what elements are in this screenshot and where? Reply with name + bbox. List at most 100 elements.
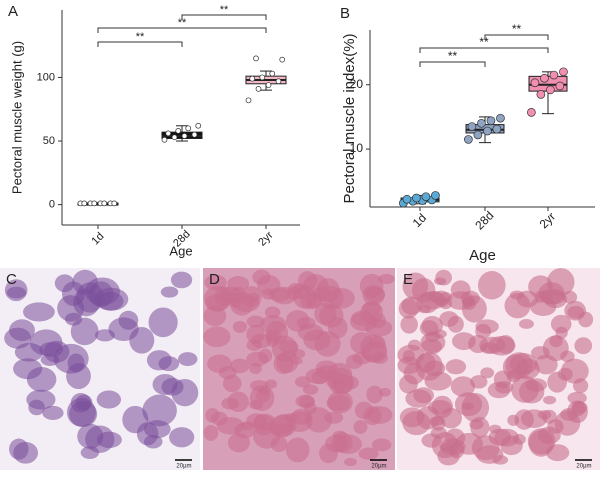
tissue-cell bbox=[439, 443, 453, 451]
data-point bbox=[161, 136, 168, 143]
data-point bbox=[181, 133, 188, 139]
tissue-cell bbox=[279, 340, 299, 354]
data-point bbox=[421, 192, 431, 202]
tissue-cell bbox=[96, 431, 122, 448]
scale-bar-label: 20µm bbox=[576, 464, 591, 470]
tissue-cell bbox=[400, 315, 418, 334]
tissue-cell bbox=[427, 400, 452, 415]
tissue-cell bbox=[480, 342, 499, 354]
tissue-cell bbox=[537, 426, 561, 444]
data-point bbox=[165, 130, 172, 137]
tissue-cell bbox=[371, 352, 389, 364]
tissue-cell bbox=[253, 414, 275, 436]
tissue-cell bbox=[450, 376, 476, 397]
x-axis-label: Age bbox=[469, 247, 496, 264]
significance-label: ** bbox=[448, 49, 458, 63]
data-point bbox=[191, 131, 198, 138]
tissue-cell bbox=[177, 352, 198, 367]
data-point bbox=[431, 191, 440, 200]
tissue-cell bbox=[77, 423, 104, 449]
tissue-cell bbox=[26, 389, 56, 410]
tissue-cell bbox=[94, 329, 115, 342]
data-point bbox=[171, 134, 178, 141]
tissue-cell bbox=[416, 292, 439, 314]
y-tick-label: 50 bbox=[43, 135, 55, 147]
tissue-cell bbox=[360, 301, 384, 324]
tissue-cell bbox=[169, 427, 195, 448]
y-axis-label: Pectoral muscle index(%) bbox=[341, 33, 358, 203]
tissue-cell bbox=[122, 405, 149, 434]
tissue-cell bbox=[344, 457, 357, 467]
data-point bbox=[467, 122, 477, 131]
tissue-cell bbox=[22, 302, 55, 322]
tissue-cell bbox=[221, 397, 239, 410]
tissue-cell bbox=[362, 285, 385, 306]
tissue-cell bbox=[143, 434, 163, 449]
x-tick-label: 2yr bbox=[537, 210, 559, 232]
tissue-cell bbox=[367, 406, 393, 424]
tissue-cell bbox=[246, 351, 269, 367]
data-point bbox=[546, 85, 555, 95]
data-point bbox=[81, 200, 88, 207]
data-point bbox=[175, 128, 182, 134]
tissue-cell bbox=[246, 315, 265, 328]
tissue-cell bbox=[480, 367, 495, 379]
tissue-cell bbox=[502, 354, 529, 380]
tissue-cell bbox=[424, 371, 452, 391]
y-tick-label: 0 bbox=[49, 199, 55, 211]
tissue-cell bbox=[534, 290, 548, 303]
panel-label: D bbox=[209, 271, 220, 288]
tissue-cell bbox=[475, 319, 499, 334]
tissue-cell bbox=[303, 274, 329, 298]
tissue-cell bbox=[408, 339, 422, 351]
tissue-cell bbox=[161, 378, 184, 396]
tissue-cell bbox=[425, 331, 440, 342]
data-point bbox=[496, 113, 505, 123]
tissue-cell bbox=[13, 441, 39, 464]
tissue-cell bbox=[560, 358, 589, 384]
data-point bbox=[249, 75, 256, 82]
histology-image: E 20µm bbox=[397, 268, 600, 470]
tissue-cell bbox=[264, 306, 281, 319]
data-point bbox=[111, 200, 118, 207]
data-point bbox=[253, 55, 259, 62]
data-point bbox=[473, 130, 483, 140]
data-point bbox=[275, 78, 282, 85]
significance-label: ** bbox=[479, 35, 489, 49]
data-point bbox=[483, 126, 492, 136]
tissue-cell bbox=[269, 414, 297, 437]
tissue-cell bbox=[470, 416, 490, 438]
panel-label: A bbox=[8, 3, 18, 20]
tissue-cell bbox=[542, 395, 557, 405]
tissue-cell bbox=[327, 316, 348, 339]
tissue-cell bbox=[94, 287, 129, 311]
tissue-cell bbox=[326, 394, 351, 412]
tissue-cell bbox=[350, 332, 374, 354]
tissue-cell bbox=[203, 326, 231, 348]
tissue-cell bbox=[462, 297, 477, 310]
tissue-cell bbox=[203, 305, 227, 327]
tissue-cell bbox=[250, 380, 269, 392]
tissue-cell bbox=[358, 447, 379, 460]
tissue-cell bbox=[519, 379, 545, 404]
tissue-cell bbox=[564, 300, 587, 321]
tissue-cell bbox=[488, 428, 512, 446]
tissue-cell bbox=[234, 422, 256, 439]
data-point bbox=[279, 56, 286, 63]
tissue-cell bbox=[413, 387, 434, 404]
x-tick-label: 2yr bbox=[256, 229, 276, 249]
tissue-cell bbox=[66, 397, 96, 427]
tissue-cell bbox=[531, 346, 550, 360]
tissue-cell bbox=[142, 394, 177, 427]
tissue-cell bbox=[143, 420, 171, 439]
data-point bbox=[486, 116, 496, 126]
data-point bbox=[412, 193, 421, 203]
histology-image: C 20µm bbox=[0, 268, 200, 470]
tissue-cell bbox=[256, 274, 281, 295]
tissue-cell bbox=[353, 420, 368, 434]
tissue-cell bbox=[366, 385, 383, 404]
data-point bbox=[559, 67, 568, 77]
significance-label: ** bbox=[136, 31, 145, 43]
significance-bracket bbox=[97, 27, 267, 33]
